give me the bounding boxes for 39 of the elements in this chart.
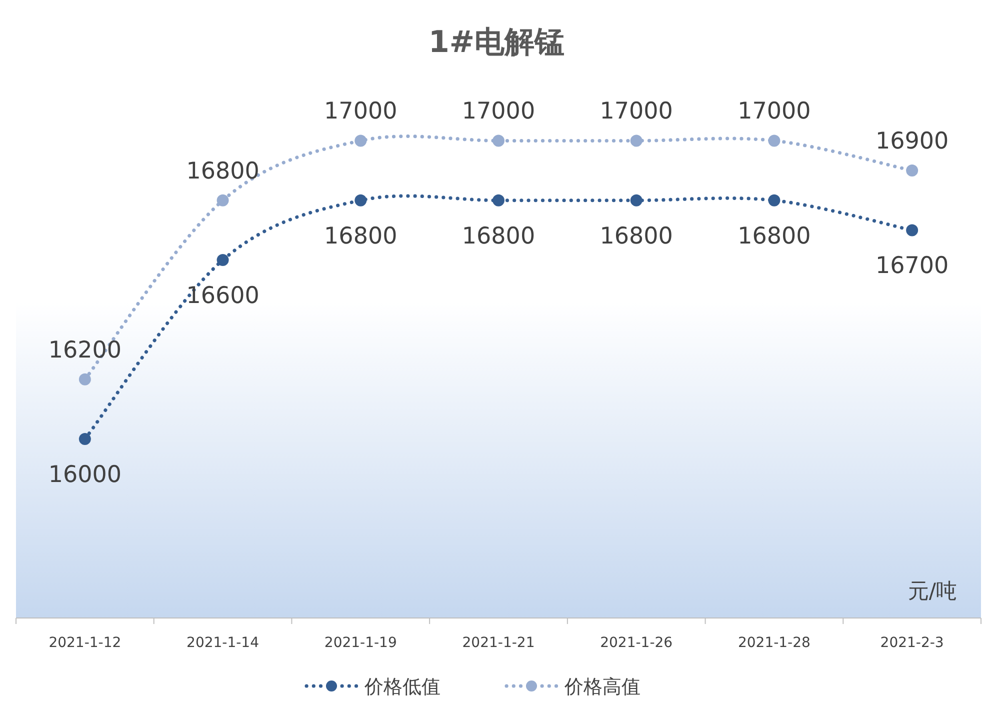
point xyxy=(630,194,642,206)
x-tick-label: 2021-2-3 xyxy=(880,635,944,651)
data-label: 16700 xyxy=(875,253,949,280)
point xyxy=(78,433,91,446)
x-tick-label: 2021-1-21 xyxy=(462,635,535,651)
text: 元/吨 xyxy=(908,579,957,603)
data-label: 16800 xyxy=(738,223,811,250)
point xyxy=(768,134,780,147)
data-label: 16200 xyxy=(48,337,122,364)
point xyxy=(906,224,918,236)
data-label: 16900 xyxy=(875,128,949,155)
data-label: 17000 xyxy=(324,98,398,125)
x-tick-label: 2021-1-19 xyxy=(324,635,397,651)
point xyxy=(492,134,504,147)
data-label: 17000 xyxy=(738,98,811,125)
point xyxy=(78,373,91,386)
x-tick-label: 2021-1-28 xyxy=(738,635,810,651)
data-label: 16800 xyxy=(462,223,536,250)
data-label: 16600 xyxy=(186,283,260,310)
x-tick-label: 2021-1-14 xyxy=(186,635,260,651)
data-label: 17000 xyxy=(600,98,673,125)
point xyxy=(216,254,229,266)
data-label: 17000 xyxy=(462,98,536,125)
point xyxy=(354,194,367,206)
point xyxy=(216,194,229,206)
point xyxy=(354,134,367,147)
legend-label: 价格高值 xyxy=(564,676,640,698)
legend-label: 价格低值 xyxy=(364,676,440,698)
chart-title: 1#电解锰 xyxy=(428,25,565,60)
point xyxy=(906,164,918,177)
point xyxy=(492,194,504,206)
data-label: 16800 xyxy=(600,223,673,250)
data-label: 16000 xyxy=(48,462,122,488)
point xyxy=(630,134,642,147)
data-label: 16800 xyxy=(186,158,260,184)
data-label: 16800 xyxy=(324,223,398,250)
point xyxy=(768,194,780,206)
x-tick-label: 2021-1-12 xyxy=(48,635,122,651)
x-tick-label: 2021-1-26 xyxy=(600,635,673,651)
